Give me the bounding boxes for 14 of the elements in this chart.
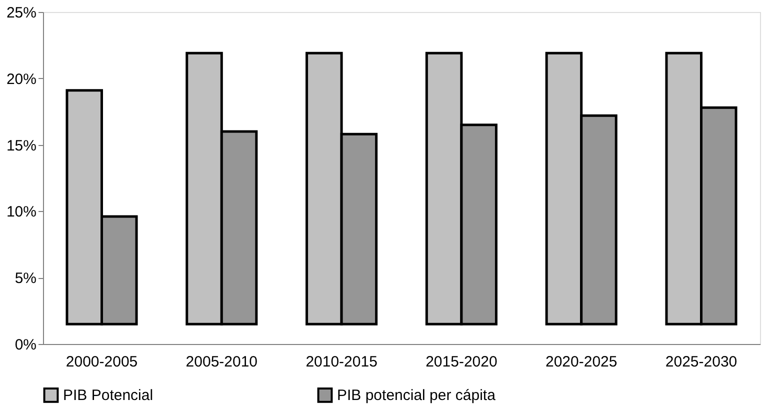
y-tick-label: 0%: [14, 336, 36, 354]
y-tick-label: 10%: [6, 204, 36, 221]
x-tick-label: 2025-2030: [665, 354, 738, 370]
legend-label: PIB potencial per cápita: [337, 387, 496, 404]
x-tick-label: 2020-2025: [545, 354, 618, 370]
y-tick-label: 15%: [6, 137, 36, 154]
y-tick-label: 5%: [14, 270, 36, 288]
legend-label: PIB Potencial: [63, 387, 154, 404]
x-tick-label: 2010-2015: [306, 354, 378, 370]
x-tick-label: 2005-2010: [186, 354, 258, 370]
x-tick-label: 2000-2005: [66, 354, 138, 370]
x-tick-label: 2015-2020: [426, 354, 498, 370]
y-tick-label: 20%: [6, 70, 36, 88]
y-tick-label: 25%: [6, 4, 36, 22]
